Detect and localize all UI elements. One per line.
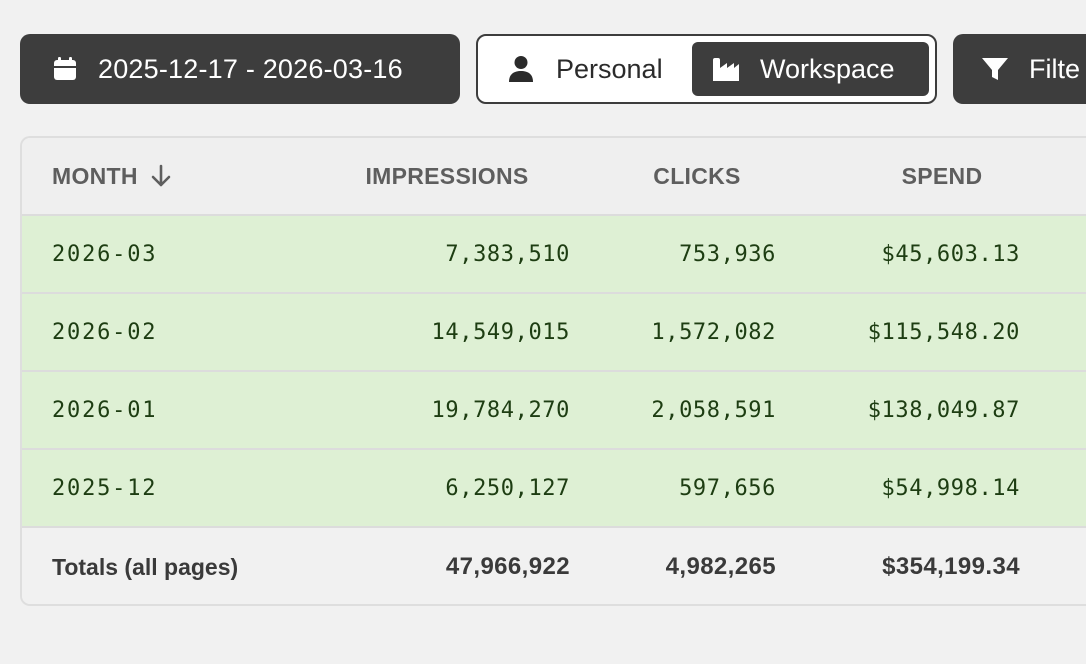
filter-button[interactable]: Filte [953,34,1086,104]
scope-toggle: Personal Workspace [476,34,937,104]
cell-month: 2026-02 [52,319,158,345]
table-row: 2026-03 7,383,510 753,936 $45,603.13 [22,216,1086,294]
cell-clicks: 1,572,082 [651,319,776,345]
toolbar: 2025-12-17 - 2026-03-16 Personal [20,34,1086,104]
cell-clicks: 2,058,591 [651,397,776,423]
date-range-label: 2025-12-17 - 2026-03-16 [98,53,403,84]
table-row: 2025-12 6,250,127 597,656 $54,998.14 [22,450,1086,528]
table-row: 2026-02 14,549,015 1,572,082 $115,548.20 [22,294,1086,372]
filter-label: Filte [1029,53,1081,84]
cell-impressions: 7,383,510 [445,241,570,267]
factory-icon [712,56,740,82]
totals-spend: $354,199.34 [882,553,1020,580]
cell-spend: $115,548.20 [867,319,1020,345]
date-range-button[interactable]: 2025-12-17 - 2026-03-16 [20,34,460,104]
scope-option-workspace[interactable]: Workspace [692,42,929,96]
scope-option-personal[interactable]: Personal [480,42,684,96]
cell-clicks: 753,936 [679,241,776,267]
table-totals-row: Totals (all pages) 47,966,922 4,982,265 … [22,528,1086,604]
cell-month: 2026-01 [52,397,158,423]
column-header-spend[interactable]: SPEND [901,162,983,189]
totals-clicks: 4,982,265 [665,553,776,580]
scope-option-workspace-label: Workspace [760,53,895,84]
cell-spend: $138,049.87 [867,397,1020,423]
table-header-row: MONTH IMPRESSIONS CLICKS SPEND [22,138,1086,216]
cell-clicks: 597,656 [679,475,776,501]
calendar-icon [52,56,78,82]
cell-impressions: 19,784,270 [431,397,570,423]
table-row: 2026-01 19,784,270 2,058,591 $138,049.87 [22,372,1086,450]
user-icon [508,55,534,83]
column-header-month[interactable]: MONTH [52,138,312,214]
cell-month: 2025-12 [52,475,158,501]
monthly-stats-table: MONTH IMPRESSIONS CLICKS SPEND 2026-03 7… [20,136,1086,606]
totals-label: Totals (all pages) [52,553,239,580]
cell-spend: $54,998.14 [881,475,1020,501]
scope-option-personal-label: Personal [556,53,663,84]
column-header-impressions[interactable]: IMPRESSIONS [365,162,529,189]
filter-icon [981,56,1009,82]
cell-impressions: 6,250,127 [445,475,570,501]
totals-impressions: 47,966,922 [445,553,570,580]
column-header-month-label: MONTH [52,162,138,189]
cell-month: 2026-03 [52,241,158,267]
cell-spend: $45,603.13 [881,241,1020,267]
arrow-down-icon [150,164,172,188]
cell-impressions: 14,549,015 [431,319,570,345]
column-header-clicks[interactable]: CLICKS [653,162,741,189]
